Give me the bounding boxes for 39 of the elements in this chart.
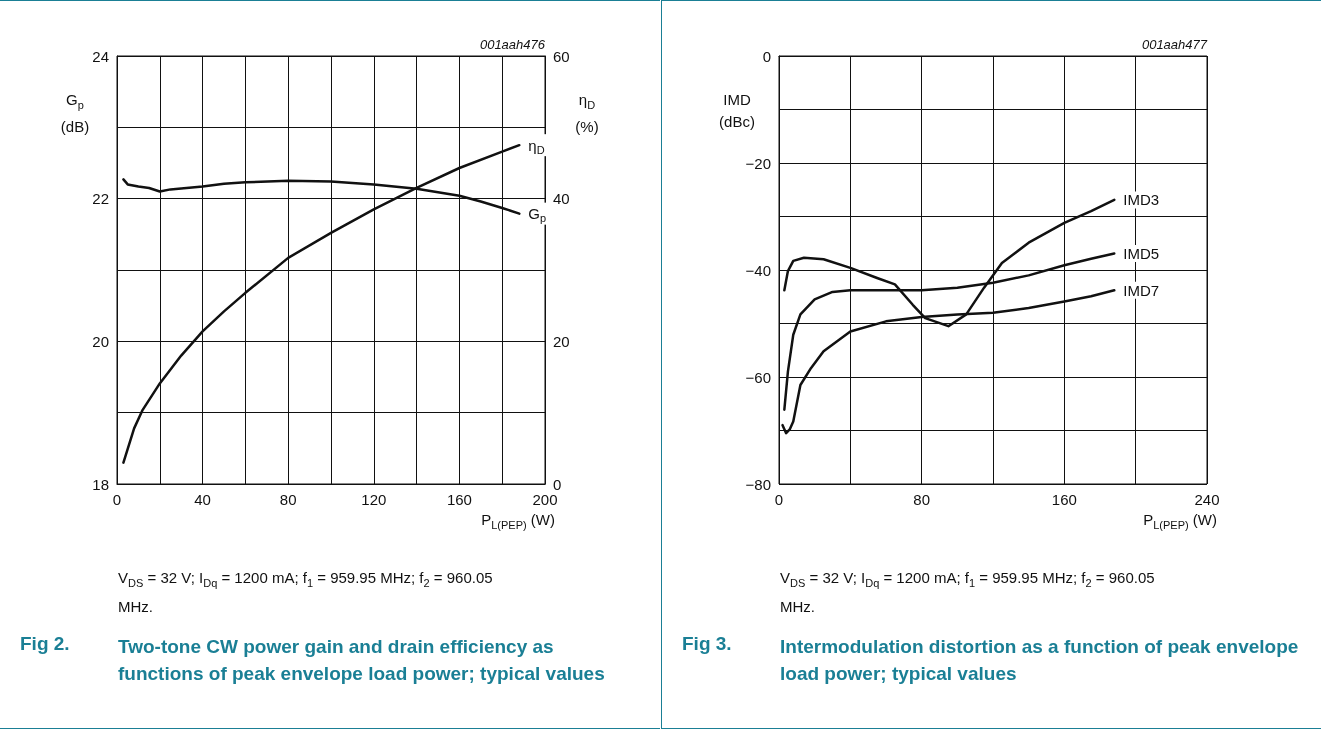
x-tick-label: 80 bbox=[279, 491, 297, 508]
y-tick-label: 20 bbox=[92, 332, 109, 350]
y2-tick-label: 20 bbox=[553, 332, 570, 350]
caption: Fig 2. bbox=[20, 633, 70, 655]
series-label: IMD5 bbox=[1123, 244, 1160, 262]
y-axis-title: IMD (dBc) bbox=[718, 90, 756, 132]
caption: Fig 3. bbox=[682, 633, 732, 655]
x-tick-label: 120 bbox=[361, 491, 387, 508]
x-axis-title: P$_{L(PEP)}$ (W) bbox=[480, 511, 555, 531]
x-tick-label: 160 bbox=[446, 491, 472, 508]
text: V$_{DS}$ = 32 V; I$_{Dq}$ = 1200 mA; f$_{1}$ = 959.95 MHz; f$_{2}$ = 960.05 MHz. bbox=[780, 569, 1155, 615]
y-tick-label: −40 bbox=[745, 261, 771, 279]
y-tick-label: 18 bbox=[92, 475, 109, 493]
x-tick-label: 0 bbox=[112, 491, 122, 508]
y2-tick-label: 60 bbox=[553, 47, 570, 65]
y-tick-label: 22 bbox=[92, 190, 109, 208]
text: Two-tone CW power gain and drain efficiency as functions of peak envelope load power; typical values bbox=[118, 635, 606, 686]
x-tick-label: 0 bbox=[774, 491, 784, 508]
text: Intermodulation distortion as a function of peak envelope load power; typical values bbox=[780, 635, 1300, 686]
text: 001aah477 bbox=[1140, 37, 1207, 52]
y-axis-title: G$_{p}$ (dB) bbox=[59, 90, 91, 137]
x-tick-label: 80 bbox=[913, 491, 931, 508]
text: 001aah476 bbox=[478, 37, 545, 52]
y2-tick-label: 0 bbox=[553, 475, 562, 493]
y-tick-label: 0 bbox=[762, 47, 771, 65]
text: V$_{DS}$ = 32 V; I$_{Dq}$ = 1200 mA; f$_{1}$ = 959.95 MHz; f$_{2}$ = 960.05 MHz. bbox=[118, 569, 493, 615]
y2-tick-label: 40 bbox=[553, 190, 570, 208]
series-label: IMD3 bbox=[1123, 191, 1160, 209]
y2-axis-title: η$_{D}$ (%) bbox=[574, 90, 600, 137]
x-tick-label: 40 bbox=[194, 491, 211, 508]
x-tick-label: 160 bbox=[1051, 491, 1077, 508]
y-tick-label: −80 bbox=[745, 475, 771, 493]
y-tick-label: 24 bbox=[92, 47, 109, 65]
y-tick-label: −20 bbox=[745, 154, 771, 172]
x-tick-label: 240 bbox=[1194, 491, 1220, 508]
x-axis-title: P$_{L(PEP)}$ (W) bbox=[1142, 511, 1217, 531]
series-label: IMD7 bbox=[1123, 281, 1160, 299]
y-tick-label: −60 bbox=[745, 368, 771, 386]
x-tick-label: 200 bbox=[532, 491, 558, 508]
